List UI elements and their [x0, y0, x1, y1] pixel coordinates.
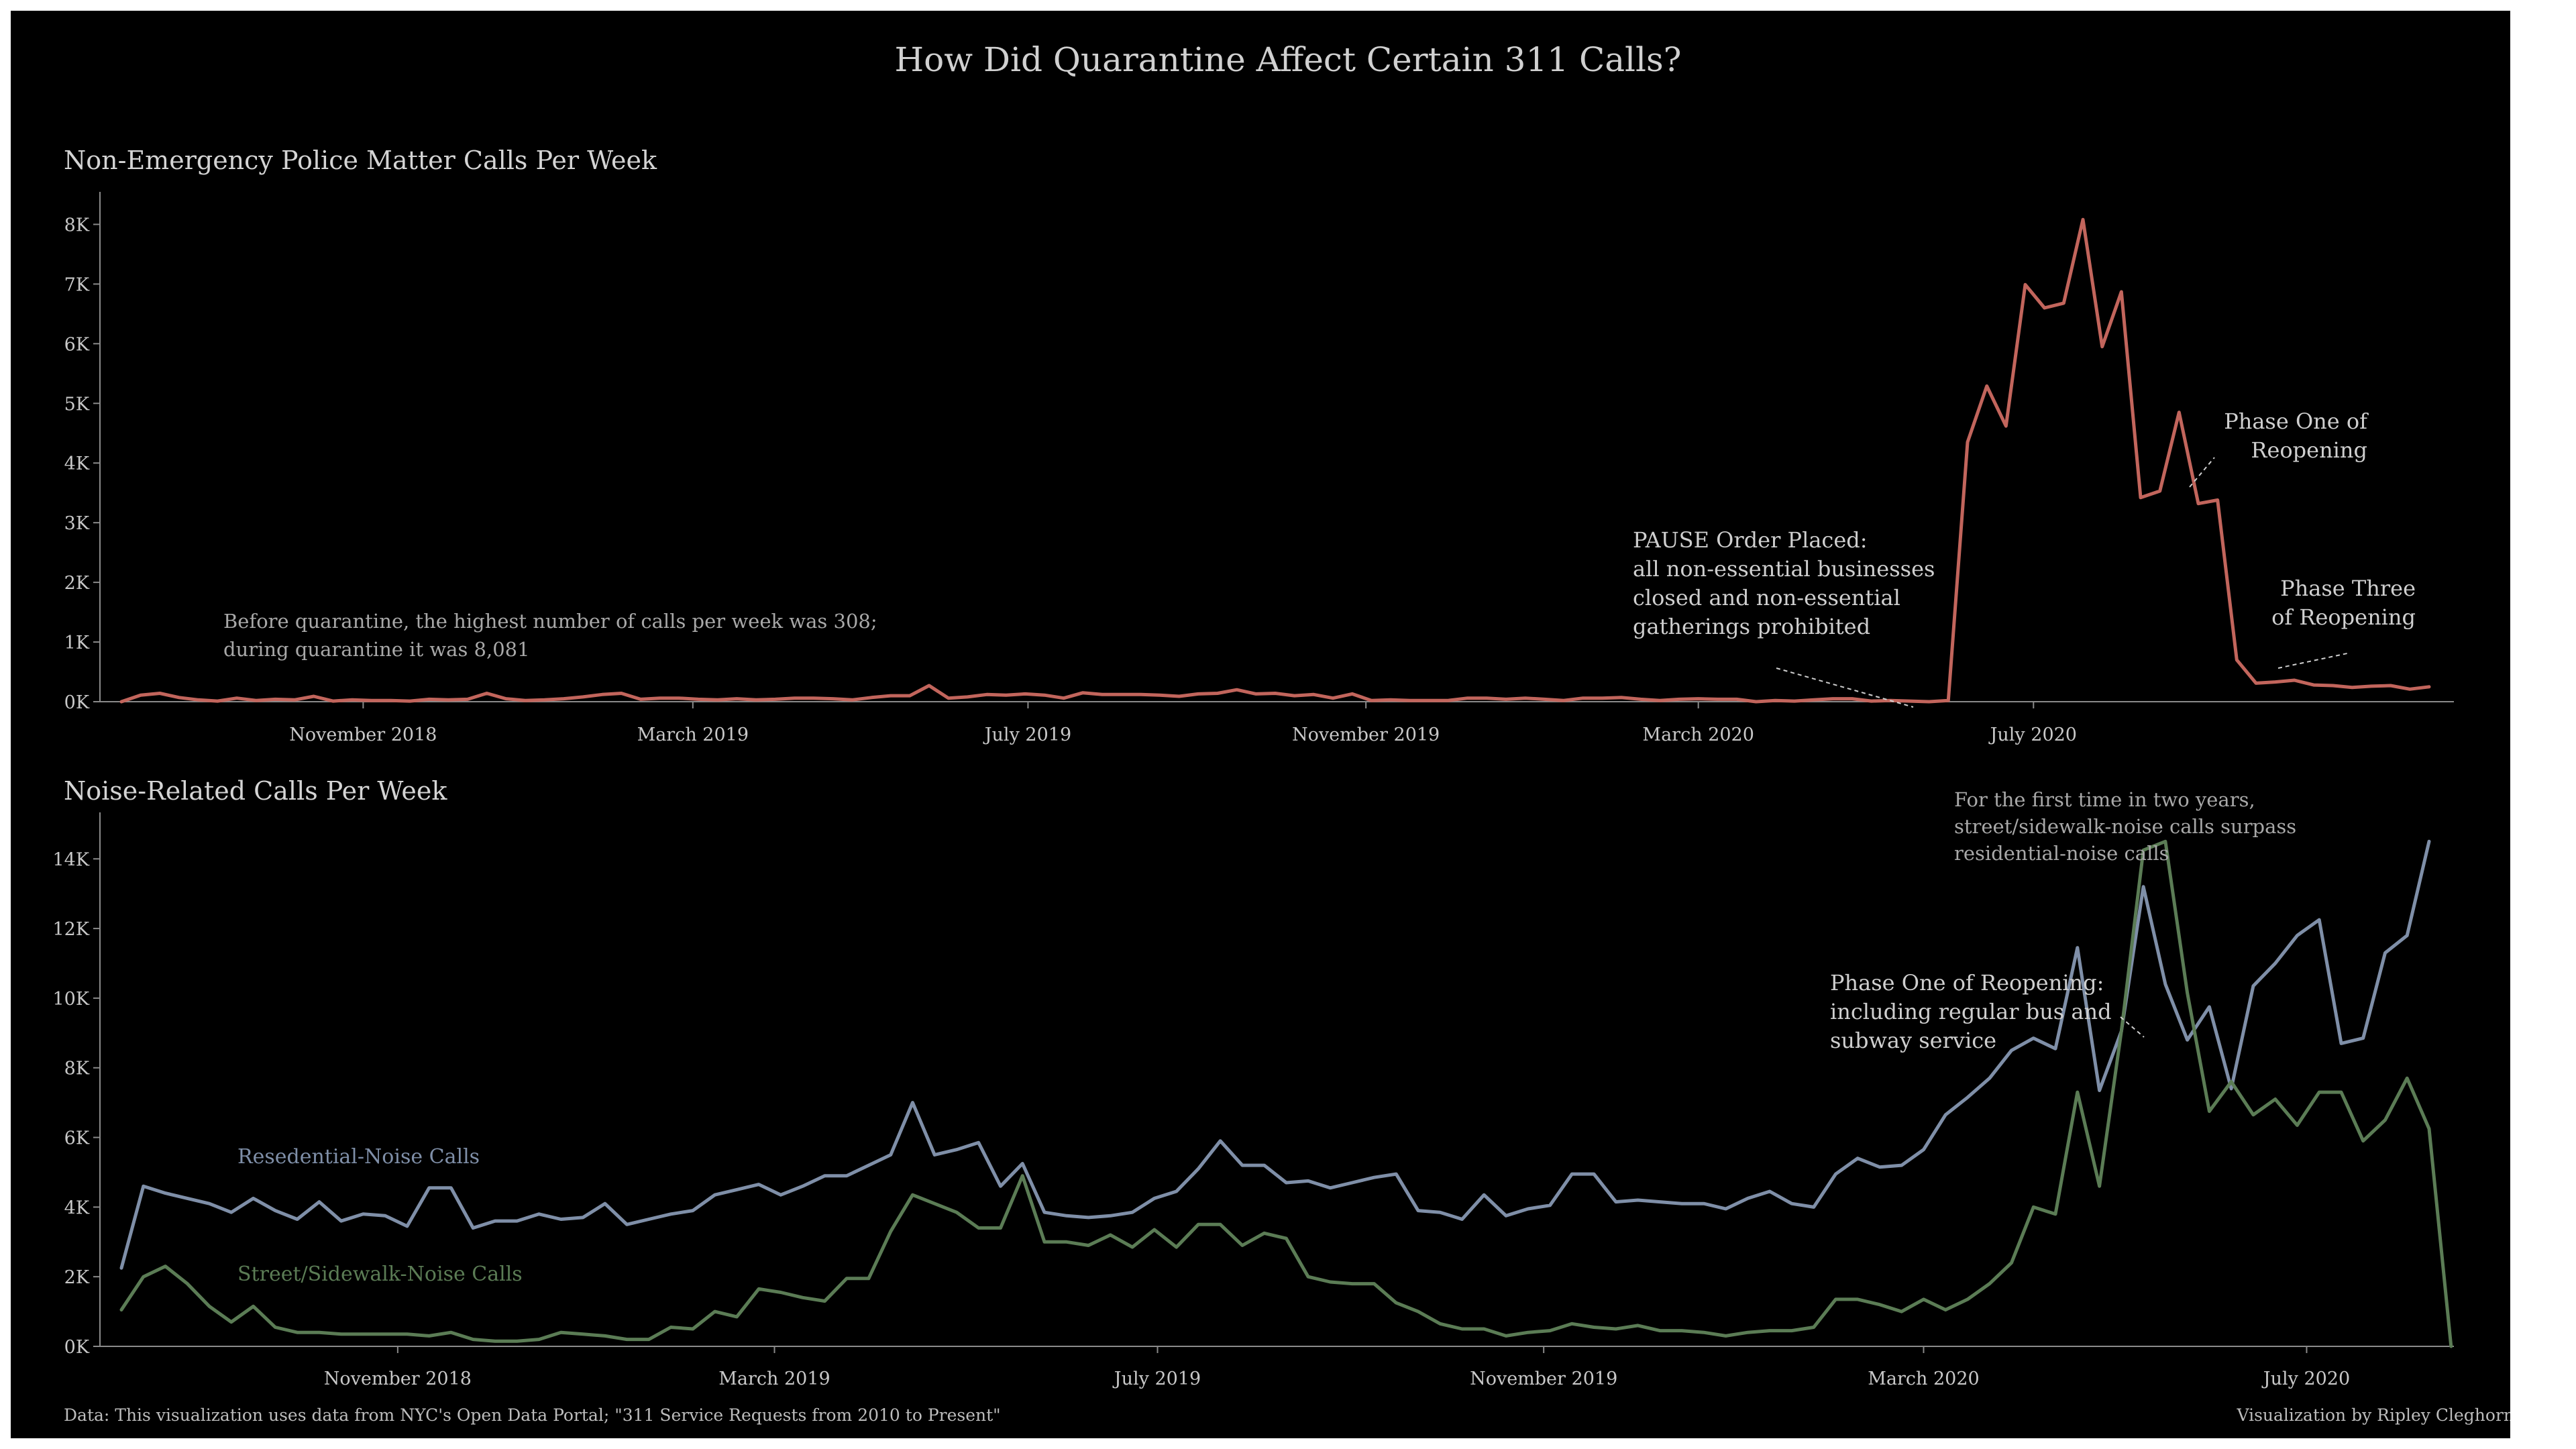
annotation-text: For the first time in two years,: [1954, 788, 2255, 811]
y-tick-label: 12K: [52, 919, 89, 940]
x-tick-label: March 2019: [718, 1368, 830, 1389]
annotation-text: subway service: [1830, 1028, 1996, 1053]
y-tick-label: 2K: [64, 573, 90, 594]
annotation-leader: [2189, 457, 2215, 488]
police-calls-line: [119, 217, 2431, 704]
annotation-text: gatherings prohibited: [1633, 614, 1870, 639]
resedential-noise-calls-line: [119, 839, 2431, 1270]
annotation-text: all non-essential businesses: [1633, 556, 1935, 582]
y-tick-label: 8K: [64, 215, 90, 235]
annotation-text: street/sidewalk-noise calls surpass: [1954, 815, 2296, 838]
chart-canvas: How Did Quarantine Affect Certain 311 Ca…: [11, 11, 2510, 1438]
x-tick-label: July 2020: [2261, 1368, 2350, 1389]
y-tick-label: 5K: [64, 394, 90, 415]
y-tick-label: 10K: [52, 989, 89, 1010]
y-tick-label: 7K: [64, 274, 90, 295]
data-source-note: Data: This visualization uses data from …: [64, 1405, 1001, 1425]
street-sidewalk-noise-calls-line: [119, 839, 2453, 1348]
y-tick-label: 2K: [64, 1267, 90, 1288]
annotation-leader: [1776, 667, 1914, 708]
annotation-text: including regular bus and: [1830, 999, 2112, 1024]
visualization-credit: Visualization by Ripley Cleghorn: [2236, 1405, 2510, 1425]
x-tick-label: November 2019: [1292, 724, 1440, 745]
annotation-text: of Reopening: [2271, 604, 2416, 630]
annotation-text: Phase One of: [2224, 409, 2369, 434]
annotation-text: PAUSE Order Placed:: [1633, 527, 1868, 553]
series-label: Resedential-Noise Calls: [237, 1145, 480, 1169]
annotation-text: Reopening: [2251, 437, 2367, 463]
x-tick-label: July 2019: [1112, 1368, 1201, 1389]
x-tick-label: July 2020: [1988, 724, 2077, 745]
x-tick-label: November 2019: [1470, 1368, 1617, 1389]
y-tick-label: 4K: [64, 1197, 90, 1218]
y-tick-label: 3K: [64, 513, 90, 534]
annotation-text: Before quarantine, the highest number of…: [223, 610, 877, 633]
x-tick-label: March 2020: [1642, 724, 1754, 745]
x-tick-label: November 2018: [324, 1368, 472, 1389]
y-tick-label: 0K: [64, 1337, 90, 1358]
police-calls-chart: 0K 1K 2K 3K 4K 5K 6K 7K 8K November 2018 March 201…: [64, 192, 2454, 745]
y-tick-label: 6K: [64, 1128, 90, 1149]
annotation-leader: [2120, 1016, 2145, 1038]
annotation-text: Phase One of Reopening:: [1830, 970, 2104, 996]
x-tick-label: July 2019: [983, 724, 1071, 745]
y-tick-label: 1K: [64, 633, 90, 653]
annotation-text: during quarantine it was 8,081: [223, 638, 530, 661]
panel-title-police: Non-Emergency Police Matter Calls Per We…: [64, 146, 657, 175]
annotation-text: residential-noise calls: [1954, 842, 2169, 865]
annotation-text: Phase Three: [2280, 576, 2416, 601]
x-tick-label: November 2018: [289, 724, 437, 745]
x-tick-label: March 2020: [1868, 1368, 1979, 1389]
x-tick-label: March 2019: [637, 724, 749, 745]
y-tick-label: 6K: [64, 334, 90, 355]
y-tick-label: 0K: [64, 692, 90, 713]
chart-title: How Did Quarantine Affect Certain 311 Ca…: [895, 40, 1682, 79]
noise-calls-chart: 0K 2K 4K 6K 8K 10K 12K 14K November 2018 March 20…: [52, 788, 2454, 1389]
y-tick-label: 8K: [64, 1059, 90, 1079]
panel-title-noise: Noise-Related Calls Per Week: [64, 776, 447, 806]
y-tick-label: 14K: [52, 849, 89, 870]
chart-svg: How Did Quarantine Affect Certain 311 Ca…: [52, 40, 2510, 1425]
y-tick-label: 4K: [64, 453, 90, 474]
series-label: Street/Sidewalk-Noise Calls: [237, 1263, 523, 1286]
annotation-text: closed and non-essential: [1633, 585, 1900, 610]
annotation-leader: [2277, 653, 2348, 669]
